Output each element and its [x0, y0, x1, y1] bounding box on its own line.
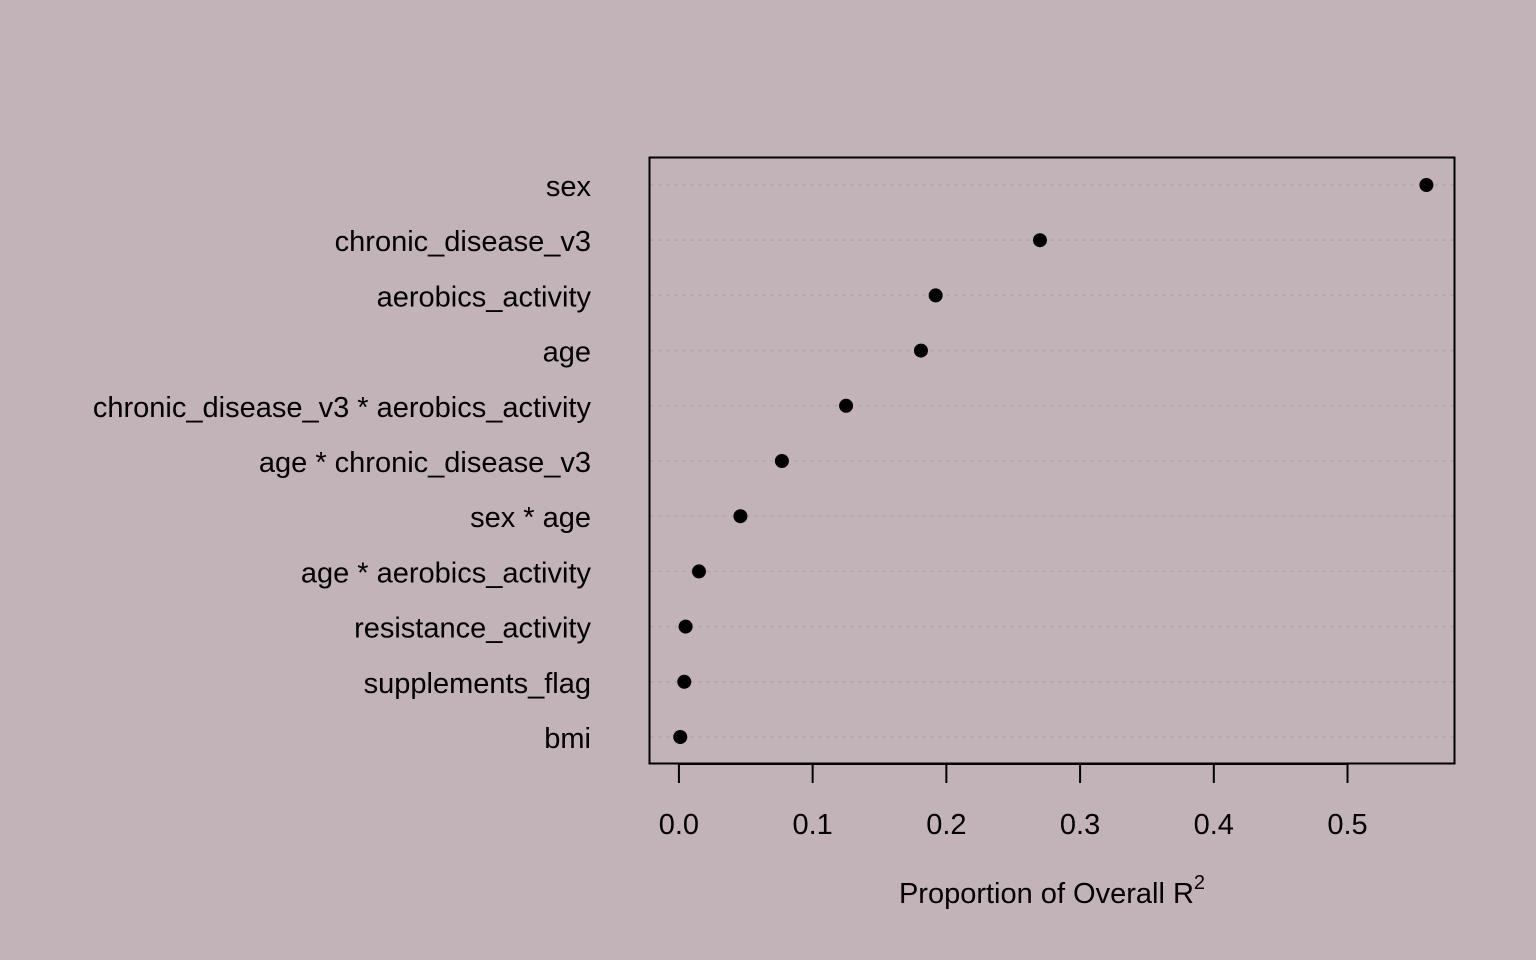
- data-point: [678, 619, 693, 634]
- data-point: [673, 730, 688, 744]
- category-label: bmi: [544, 723, 591, 755]
- x-tick-label: 0.2: [926, 809, 966, 841]
- data-points: [673, 178, 1434, 744]
- x-axis-label-superscript: 2: [1194, 872, 1205, 894]
- category-label: aerobics_activity: [377, 281, 592, 313]
- x-tick-label: 0.1: [792, 809, 832, 841]
- data-point: [1032, 233, 1047, 248]
- data-point: [913, 343, 928, 358]
- category-label: age * aerobics_activity: [301, 557, 592, 589]
- gridlines: [650, 184, 1454, 738]
- category-label: sex * age: [470, 502, 591, 534]
- category-label: chronic_disease_v3: [335, 226, 591, 258]
- x-axis-label-text: Proportion of Overall R: [899, 878, 1194, 910]
- data-point: [839, 398, 854, 413]
- category-labels: sex chronic_disease_v3 aerobics_activityag…: [93, 171, 592, 755]
- x-tick-label: 0.0: [659, 809, 699, 841]
- data-point: [928, 288, 943, 303]
- x-axis: 0.0 0.1 0.2 0.3 0.4 0.5: [659, 763, 1368, 841]
- category-label: sex: [546, 171, 592, 203]
- data-point: [733, 509, 748, 524]
- category-label: supplements_flag: [364, 668, 591, 700]
- data-point: [691, 564, 706, 579]
- x-tick-label: 0.3: [1060, 809, 1100, 841]
- data-point: [677, 674, 692, 689]
- x-tick-label: 0.4: [1194, 809, 1234, 841]
- data-point: [774, 454, 789, 468]
- category-label: age * chronic_disease_v3: [259, 447, 591, 479]
- x-tick-label: 0.5: [1327, 809, 1367, 841]
- x-axis-label: Proportion of Overall R2: [899, 872, 1205, 910]
- data-point: [1419, 178, 1434, 192]
- category-label: age: [543, 337, 591, 369]
- category-label: chronic_disease_v3 * aerobics_activity: [93, 392, 592, 424]
- category-label: resistance_activity: [354, 613, 591, 645]
